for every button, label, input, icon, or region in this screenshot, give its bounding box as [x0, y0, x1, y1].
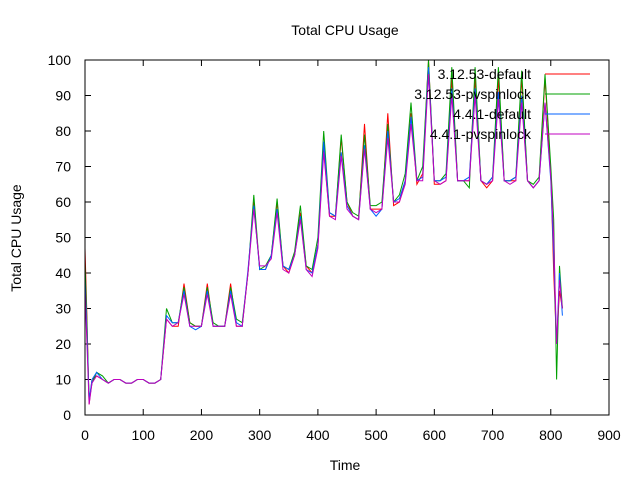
y-axis-label: Total CPU Usage [8, 184, 24, 292]
y-tick-label: 50 [55, 230, 71, 246]
x-tick-label: 700 [481, 427, 505, 443]
y-tick-label: 100 [48, 52, 72, 68]
x-tick-label: 300 [248, 427, 272, 443]
legend-label-1: 3.12.53-pvspinlock [414, 86, 532, 102]
legend: 3.12.53-default 3.12.53-pvspinlock 4.4.1-d… [414, 66, 590, 142]
chart-title: Total CPU Usage [291, 22, 399, 38]
legend-label-0: 3.12.53-default [438, 66, 532, 82]
y-tick-label: 20 [55, 336, 71, 352]
legend-label-2: 4.4.1-default [453, 106, 531, 122]
x-tick-label: 800 [539, 427, 563, 443]
legend-label-3: 4.4.1-pvspinlock [430, 126, 532, 142]
x-axis-label: Time [330, 457, 361, 473]
x-tick-label: 900 [597, 427, 621, 443]
y-tick-label: 0 [63, 407, 71, 423]
x-tick-label: 600 [423, 427, 447, 443]
y-tick-label: 90 [55, 88, 71, 104]
plot-lines [84, 59, 563, 405]
series-line-3 [84, 74, 563, 405]
x-tick-label: 0 [81, 427, 89, 443]
y-tick-label: 40 [55, 265, 71, 281]
y-tick-label: 80 [55, 123, 71, 139]
y-tick-label: 30 [55, 301, 71, 317]
y-tick-label: 60 [55, 194, 71, 210]
axis-ticks: 0 100 200 300 400 500 600 700 800 900 0 10 20 30 40 50 6… [48, 52, 621, 443]
y-tick-label: 10 [55, 372, 71, 388]
y-tick-label: 70 [55, 159, 71, 175]
x-tick-label: 500 [364, 427, 388, 443]
x-tick-label: 400 [306, 427, 330, 443]
x-tick-label: 200 [190, 427, 214, 443]
plot-frame [84, 59, 610, 416]
x-tick-label: 100 [132, 427, 156, 443]
